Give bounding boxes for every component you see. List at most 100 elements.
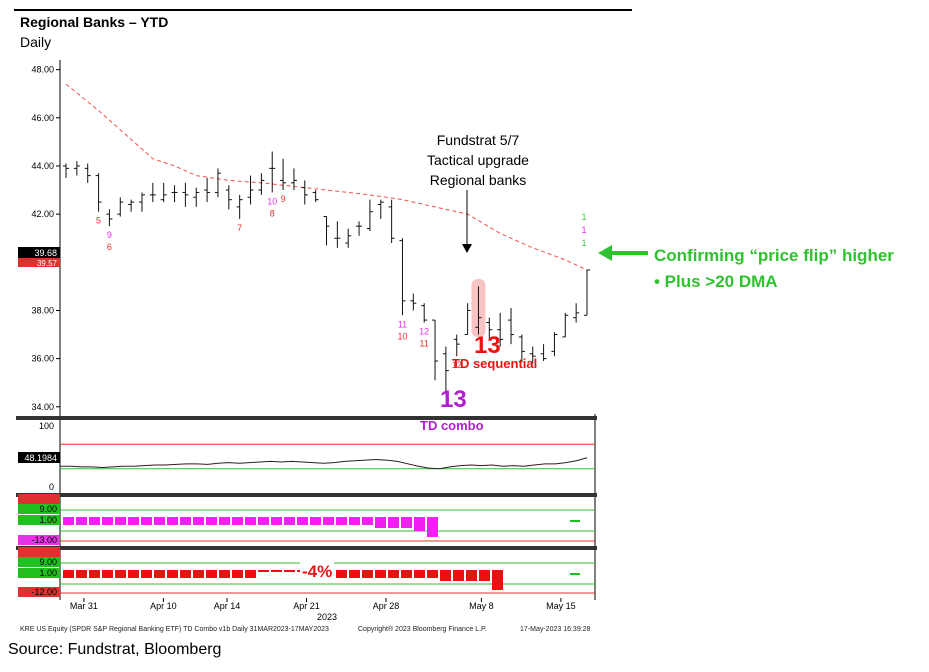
year-label: 2023 <box>317 612 337 622</box>
td-panel-2-bar <box>401 570 412 578</box>
td-count-label: 8 <box>270 208 275 218</box>
price-tick-label: 42.00 <box>31 209 54 219</box>
x-tick-label: Apr 14 <box>214 601 241 611</box>
td-panel-1-bar <box>284 517 295 525</box>
price-tick-label: 44.00 <box>31 161 54 171</box>
footer-date: 17-May-2023 16:39:28 <box>520 626 591 633</box>
td-count-label: 7 <box>237 223 242 233</box>
moving-average-line <box>65 83 588 271</box>
fundstrat-line-1: Fundstrat 5/7 <box>436 132 520 148</box>
td-count-label: 9 <box>107 230 112 240</box>
td-panel-1-tick-label: -13.00 <box>31 535 57 545</box>
source-note: Source: Fundstrat, Bloomberg <box>8 641 222 658</box>
td-panel-2-bar <box>414 570 425 578</box>
confirming-annotation: Confirming “price flip” higher <box>654 246 894 265</box>
td-panel-1-bar <box>245 517 256 525</box>
price-tick-label: 36.00 <box>31 354 54 364</box>
td-panel-1-bar <box>323 517 334 525</box>
td-panel-2-bar <box>232 570 243 578</box>
td-panel-1-bar <box>362 517 373 525</box>
td-panel-2-bar <box>76 570 87 578</box>
td-panel-1-bar <box>375 517 386 528</box>
td-panel-1-bar <box>206 517 217 525</box>
last-price-value: 39.68 <box>34 248 57 258</box>
td-count-label: 11 <box>420 338 429 348</box>
td-panel-1-tick-label: 13.00 <box>34 494 57 504</box>
td-panel-2-bar <box>479 570 490 581</box>
td-panel-1-bar <box>115 517 126 525</box>
td-panel-2-tick-flag <box>18 587 60 597</box>
td-panel-1-bar <box>297 517 308 525</box>
td-panel-2-bar <box>245 570 256 578</box>
td-panel-2-tick-label: -12.00 <box>31 587 57 597</box>
td-combo-count: 13 <box>440 386 467 413</box>
td-panel-1-bar <box>349 517 360 525</box>
td-panel-2-bar <box>206 570 217 578</box>
td-panel-1-tick-flag <box>18 504 60 514</box>
td-panel-1-bar <box>427 517 438 537</box>
rsi-line <box>60 457 588 470</box>
x-tick-label: Apr 28 <box>373 601 400 611</box>
td-panel-2-bar <box>63 570 74 578</box>
td-panel-1-tick-label: 9.00 <box>39 504 57 514</box>
td-count-label: 5 <box>96 216 101 226</box>
td-panel-2-tick-label: 13.00 <box>34 547 57 557</box>
td-panel-1-tick-flag <box>18 535 60 545</box>
rsi-tick-label: 0 <box>49 482 54 492</box>
td-panel-2-bar <box>427 570 438 578</box>
ma-price-value: 39.57 <box>37 259 58 268</box>
chart-subtitle: Daily <box>20 34 52 50</box>
flip-count-label: 1 <box>581 212 586 222</box>
top-rule <box>14 9 632 11</box>
td-panel-2-bar <box>102 570 113 578</box>
x-tick-label: May 15 <box>546 601 576 611</box>
td-panel-1-bar <box>180 517 191 525</box>
td-panel-2-tick-flag <box>18 568 60 578</box>
td-panel-2-bar <box>89 570 100 578</box>
td-sequential-label: TD sequential <box>452 356 538 371</box>
td-panel-1-bar <box>219 517 230 525</box>
td-count-label: 12 <box>452 360 462 370</box>
td-panel-2-bar <box>349 570 360 578</box>
td-panel-2-bar <box>388 570 399 578</box>
td-panel-2-tick-label: 9.00 <box>39 557 57 567</box>
fundstrat-annotation: Fundstrat 5/7 Tactical upgrade Regional … <box>408 130 548 190</box>
rsi-value: 48.1984 <box>24 453 57 463</box>
td-panel-1-tick-flag <box>18 494 60 504</box>
price-tick-label: 34.00 <box>31 402 54 412</box>
td-panel-2-bar <box>362 570 373 578</box>
rsi-tick-label: 100 <box>39 421 54 431</box>
td-panel-1-bar <box>258 517 269 525</box>
td-panel-1-bar <box>102 517 113 525</box>
td-panel-1-bar <box>271 517 282 525</box>
footer-left: KRE US Equity (SPDR S&P Regional Banking… <box>20 626 329 633</box>
td-panel-2-bar <box>128 570 139 578</box>
x-tick-label: Mar 31 <box>70 601 98 611</box>
td-panel-2-bar <box>154 570 165 578</box>
panel-separator <box>16 416 597 420</box>
pct-annotation: -4% <box>300 562 335 582</box>
td-sequential-count: 13 <box>474 332 501 359</box>
td-panel-2-bar <box>492 570 503 590</box>
panel-separator <box>16 493 597 497</box>
td-panel-2-bar <box>336 570 347 578</box>
plus-dma-annotation: • Plus >20 DMA <box>654 272 778 291</box>
fundstrat-line-3: Regional banks <box>429 172 527 188</box>
td-panel-1-bar <box>414 517 425 531</box>
td-panel-1-bar <box>63 517 74 525</box>
td-panel-1-tick-flag <box>18 515 60 525</box>
panel-separator <box>16 546 597 550</box>
x-tick-label: Apr 21 <box>293 601 320 611</box>
td-panel-2-bar <box>258 570 269 572</box>
td-panel-1-bar <box>401 517 412 528</box>
td-panel-2-bar <box>271 570 282 572</box>
chart-title: Regional Banks – YTD <box>20 14 169 30</box>
td-count-label: 6 <box>107 242 112 252</box>
td-panel-2-bar <box>284 570 295 572</box>
td-panel-2-bar <box>375 570 386 578</box>
td-panel-2-tick-flag <box>18 547 60 557</box>
last-price-flag <box>18 247 60 258</box>
green-arrow-head <box>598 245 612 261</box>
td-panel-1-bar <box>128 517 139 525</box>
